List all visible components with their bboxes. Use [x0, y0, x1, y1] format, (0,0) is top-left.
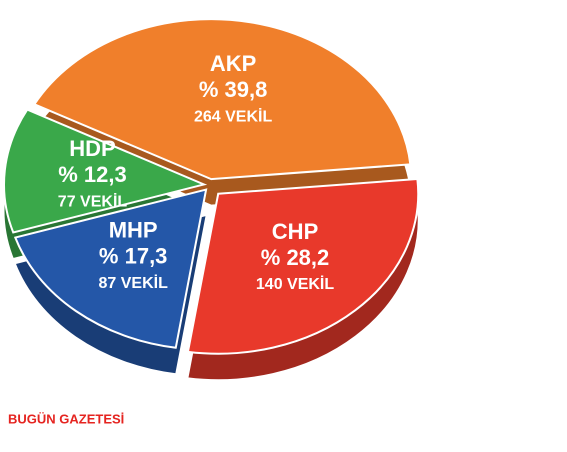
category-label: AKP [210, 51, 256, 76]
value-label: % 12,3 [58, 162, 127, 187]
value-label: % 28,2 [261, 245, 330, 270]
source: BUGÜN GAZETESİ [8, 411, 124, 426]
seat-label: 77 VEKİL [58, 193, 128, 211]
value-label: % 17,3 [99, 243, 168, 268]
pie-tops [3, 18, 420, 355]
seat-label: 140 VEKİL [256, 275, 334, 293]
seat-label: 264 VEKİL [194, 107, 272, 125]
slice [32, 18, 412, 181]
category-label: CHP [272, 219, 318, 244]
slice-labels: AKP% 39,8 264 VEKİL CHP% 28,2 140 VEKİL MHP%… [58, 51, 335, 293]
slice [13, 188, 208, 349]
value-label: % 39,8 [199, 77, 268, 102]
slice [186, 177, 420, 355]
category-label: MHP [109, 217, 158, 242]
category-label: HDP [69, 136, 115, 161]
slice [3, 108, 208, 234]
seat-label: 87 VEKİL [98, 274, 168, 292]
